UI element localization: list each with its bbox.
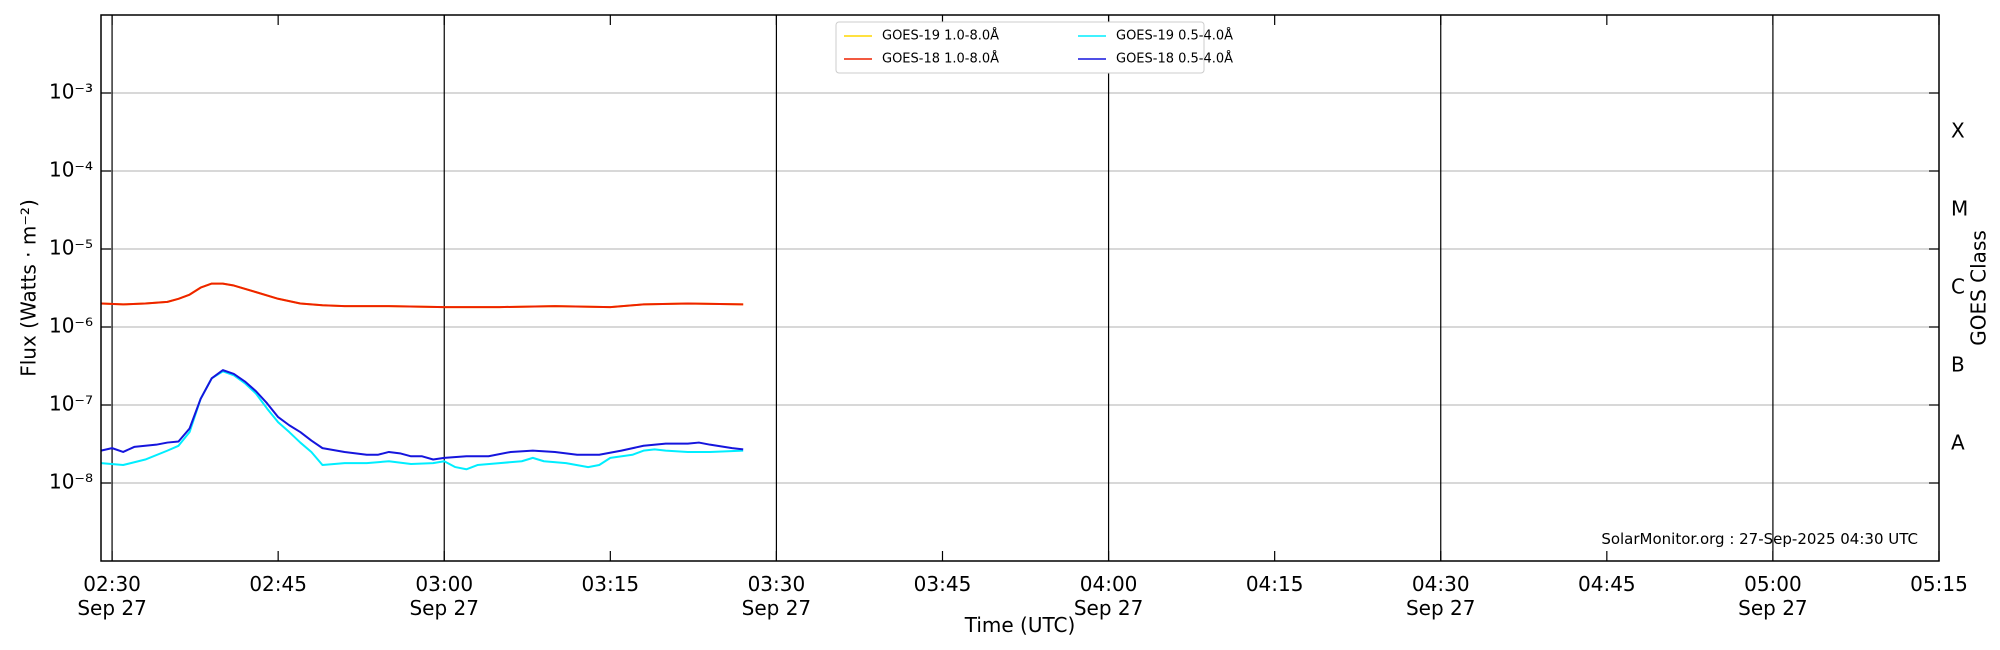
plot-frame (100, 14, 1940, 562)
x-tick-date: Sep 27 (1406, 596, 1476, 620)
series-line (100, 369, 744, 461)
goes-class-label: M (1951, 197, 1968, 221)
legend-label: GOES-19 1.0-8.0Å (882, 28, 999, 44)
y-tick-label: 10⁻⁵ (49, 236, 93, 260)
goes-class-label: X (1951, 119, 1965, 143)
x-tick-label: 02:45 (249, 572, 307, 596)
goes-class-label: C (1951, 275, 1965, 299)
y2-axis-label: GOES Class (1967, 230, 1991, 346)
goes-class-label: A (1951, 431, 1965, 455)
legend-box (835, 21, 1205, 74)
legend-label: GOES-18 1.0-8.0Å (882, 51, 999, 67)
x-tick-label: 04:45 (1578, 572, 1636, 596)
x-tick-label: 04:15 (1246, 572, 1304, 596)
y-tick-label: 10⁻³ (49, 80, 93, 104)
x-tick-label: 05:00 (1744, 572, 1802, 596)
x-tick-label: 03:00 (415, 572, 473, 596)
x-tick-label: 04:00 (1080, 572, 1138, 596)
y-axis-label: Flux (Watts · m⁻²) (17, 199, 41, 377)
annotation: SolarMonitor.org : 27-Sep-2025 04:30 UTC (1601, 530, 1918, 548)
y-tick-label: 10⁻⁶ (49, 314, 93, 338)
x-tick-label: 03:15 (582, 572, 640, 596)
legend: GOES-19 1.0-8.0Å GOES-18 1.0-8.0Å GOES-19 … (835, 21, 1233, 74)
x-tick-date: Sep 27 (77, 596, 147, 620)
x-tick-label: 03:45 (914, 572, 972, 596)
legend-label: GOES-18 0.5-4.0Å (1116, 51, 1233, 67)
x-tick-label: 02:30 (83, 572, 141, 596)
x-tick-date: Sep 27 (1738, 596, 1808, 620)
plot-area (101, 15, 1939, 561)
x-tick-label: 05:15 (1910, 572, 1968, 596)
y-tick-label: 10⁻⁷ (49, 392, 93, 416)
x-tick-label: 03:30 (748, 572, 806, 596)
goes-class-label: B (1951, 353, 1965, 377)
x-tick-date: Sep 27 (409, 596, 479, 620)
x-tick-date: Sep 27 (742, 596, 812, 620)
y-tick-label: 10⁻⁴ (49, 158, 93, 182)
y-tick-label: 10⁻⁸ (49, 470, 93, 494)
x-axis-label: Time (UTC) (964, 613, 1076, 637)
legend-label: GOES-19 0.5-4.0Å (1116, 28, 1233, 44)
series-line (100, 282, 744, 309)
x-tick-label: 04:30 (1412, 572, 1470, 596)
x-tick-date: Sep 27 (1074, 596, 1144, 620)
